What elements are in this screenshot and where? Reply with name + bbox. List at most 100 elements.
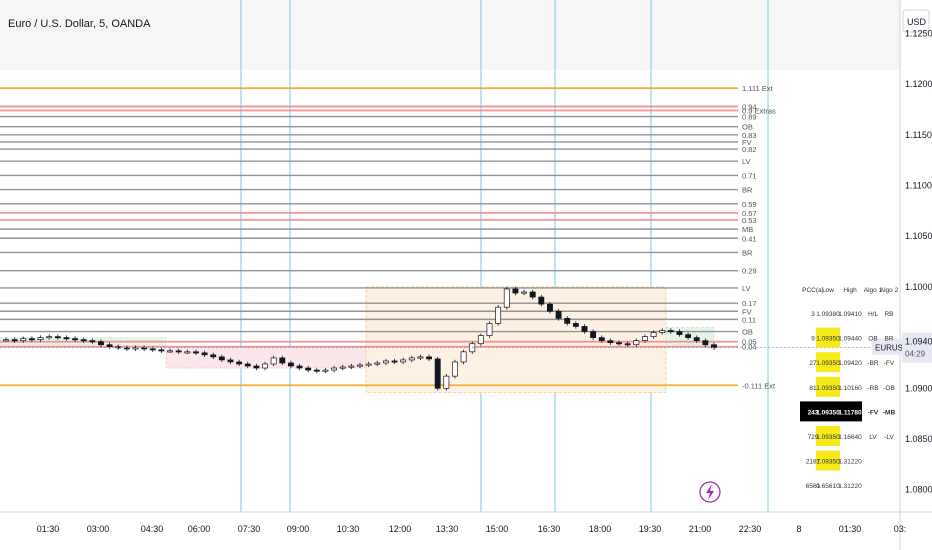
level-label-22: OB: [742, 328, 753, 337]
candle-body: [598, 337, 605, 342]
candle-body: [348, 365, 355, 368]
level-label-20: FV: [742, 307, 752, 316]
table-cell: -RB: [867, 385, 878, 392]
table-cell: -FV: [884, 360, 895, 367]
table-cell: 1.10160: [838, 385, 862, 392]
table-cell: 1.09350: [816, 459, 840, 466]
candle-body: [20, 338, 27, 342]
candle-body: [158, 349, 165, 352]
level-label-16: BR: [742, 248, 753, 257]
table-cell: 1.09420: [838, 360, 862, 367]
candle-body: [132, 347, 139, 350]
candle-body: [555, 310, 562, 319]
table-cell: -BR: [867, 360, 879, 367]
candle-body: [106, 344, 113, 348]
currency-label[interactable]: USD: [907, 17, 927, 27]
candle-body: [210, 354, 217, 358]
symbol-tag: [872, 338, 902, 355]
table-cell: 2187: [806, 459, 821, 466]
level-label-2: 0.9 Extras: [742, 107, 776, 116]
table-header-0: PCC(a): [802, 287, 824, 294]
level-label-10: BR: [742, 186, 753, 195]
candle-body: [89, 340, 96, 343]
candle-body: [322, 369, 329, 372]
price-scale[interactable]: [900, 0, 932, 512]
level-label-4: OB: [742, 123, 753, 132]
candle-body: [287, 362, 294, 367]
candle-body: [426, 356, 433, 360]
y-tick-label-1: 1.12000: [905, 79, 932, 89]
level-label-1: 0.94: [742, 102, 757, 111]
level-label-14: MB: [742, 225, 753, 234]
candle-body: [529, 291, 536, 298]
x-tick-label-11: 18:00: [589, 524, 612, 534]
candle-body: [331, 367, 338, 371]
table-cell: 6561: [806, 483, 821, 490]
candle-body: [123, 347, 130, 350]
candle-body: [607, 340, 614, 344]
candle-body: [486, 323, 493, 336]
table-cell: -OB: [883, 385, 895, 392]
candle-body: [434, 358, 441, 389]
level-label-11: 0.59: [742, 200, 757, 209]
table-cell: 1.09410: [838, 311, 862, 318]
candle-body: [452, 361, 458, 377]
candle-body: [236, 361, 243, 365]
candle-body: [624, 343, 631, 346]
table-cell: RB: [884, 311, 893, 318]
candle-body: [408, 357, 415, 361]
y-tick-label-2: 1.11500: [905, 130, 932, 140]
price-tag: [902, 332, 932, 363]
x-tick-label-5: 09:00: [287, 524, 310, 534]
table-cell-highlight: [816, 376, 840, 397]
level-label-23: 0.05: [742, 338, 757, 347]
level-label-12: 0.57: [742, 209, 757, 218]
table-cell: 1.09440: [838, 336, 862, 343]
table-header-4: Algo 2: [880, 287, 899, 294]
table-header-2: High: [843, 287, 857, 294]
table-cell: 1.09350: [816, 360, 840, 367]
y-tick-label-3: 1.11000: [905, 181, 932, 191]
candle-body: [676, 331, 683, 335]
x-tick-label-3: 06:00: [188, 524, 211, 534]
candle-body: [11, 339, 18, 342]
level-label-24: 0.04: [742, 343, 757, 352]
table-cell: 1.09350: [816, 409, 840, 416]
table-cell-highlight: [816, 327, 840, 348]
x-tick-label-1: 03:00: [87, 524, 110, 534]
y-tick-label-9: 1.08000: [905, 485, 932, 495]
candle-body: [641, 336, 648, 342]
symbol-label: EURUSD: [875, 344, 909, 353]
table-cell: 27: [809, 360, 817, 367]
level-label-18: LV: [742, 284, 751, 293]
candle-body: [305, 367, 312, 371]
table-cell: 1.09350: [816, 385, 840, 392]
candle-body: [702, 340, 709, 346]
currency-button[interactable]: [902, 9, 930, 33]
table-cell: OB: [868, 336, 877, 343]
table-cell: 1.11780: [838, 409, 862, 416]
candle-body: [279, 357, 286, 364]
table-cell: 0.65610: [816, 483, 840, 490]
candle-body: [460, 351, 467, 363]
y-tick-label-7: 1.09000: [905, 383, 932, 393]
candle-body: [218, 356, 225, 361]
table-cell: 9: [811, 336, 815, 343]
candle-body: [201, 352, 208, 356]
table-cell: -FV: [868, 409, 879, 416]
level-label-21: 0.11: [742, 315, 756, 324]
table-cell: 1.09350: [816, 434, 840, 441]
candle-body: [693, 337, 700, 342]
range-box-orange: [365, 286, 667, 393]
candle-body: [400, 359, 407, 363]
y-tick-label-5: 1.10000: [905, 282, 932, 292]
plot-background: [0, 0, 900, 512]
price-tag-countdown: 04:29: [905, 350, 926, 359]
candle-body: [616, 342, 622, 345]
table-cell-highlight: [816, 450, 840, 471]
candle-body: [538, 296, 545, 305]
table-cell-highlight: [816, 352, 840, 373]
x-tick-label-7: 12:00: [389, 524, 412, 534]
